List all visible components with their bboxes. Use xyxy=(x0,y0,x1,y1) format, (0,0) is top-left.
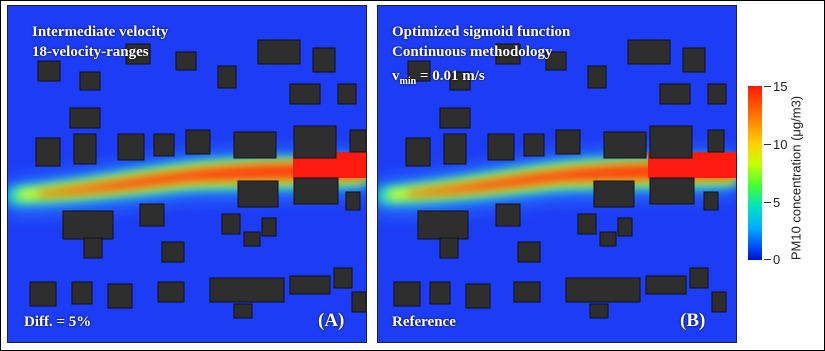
panel-a: Intermediate velocity 18-velocity-ranges… xyxy=(7,5,367,343)
method-label-b-line1: Optimized sigmoid function xyxy=(392,24,571,40)
colorbar-tick-label-10: 10 xyxy=(773,137,788,152)
colorbar-tick xyxy=(764,144,771,145)
method-label-b-line2: Continuous methodology xyxy=(392,44,553,60)
colorbar-title: PM10 concentration (μg/m3) xyxy=(786,78,806,278)
colorbar-tick xyxy=(764,259,771,260)
method-label-a-line2: 18-velocity-ranges xyxy=(32,44,149,60)
vmin-symbol: v xyxy=(392,68,400,84)
colorbar-tick-label-5: 5 xyxy=(773,195,781,210)
panel-b: Optimized sigmoid function Continuous me… xyxy=(377,5,737,343)
reference-label: Reference xyxy=(392,314,456,330)
colorbar-tick-label-15: 15 xyxy=(773,79,788,94)
concentration-map-a xyxy=(8,6,366,342)
vmin-label: vmin = 0.01 m/s xyxy=(392,67,485,91)
colorbar-title-text: PM10 concentration (μg/m3) xyxy=(788,95,804,261)
colorbar-tick xyxy=(764,86,771,87)
vmin-value: = 0.01 m/s xyxy=(416,68,485,84)
concentration-map-b xyxy=(378,6,736,342)
method-label-a-line1: Intermediate velocity xyxy=(32,24,169,40)
colorbar-tick-label-0: 0 xyxy=(773,252,781,267)
difference-label: Diff. = 5% xyxy=(24,314,92,330)
colorbar: 15 10 5 0 xyxy=(748,80,787,266)
vmin-subscript: min xyxy=(399,76,417,87)
panel-tag-a: (A) xyxy=(318,310,345,331)
panel-tag-b: (B) xyxy=(680,310,706,331)
colorbar-gradient xyxy=(748,86,762,260)
colorbar-tick xyxy=(764,202,771,203)
